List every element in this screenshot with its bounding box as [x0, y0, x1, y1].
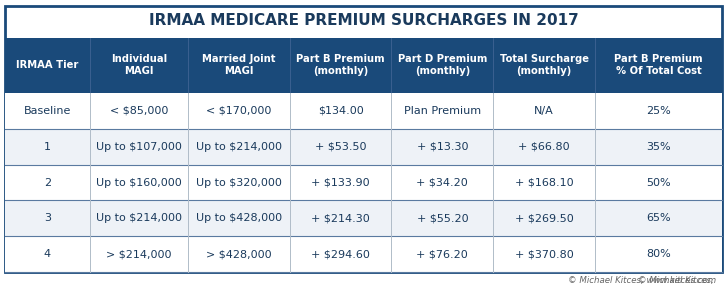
Text: 50%: 50%	[646, 177, 671, 187]
Text: + $34.20: + $34.20	[417, 177, 468, 187]
Text: IRMAA MEDICARE PREMIUM SURCHARGES IN 2017: IRMAA MEDICARE PREMIUM SURCHARGES IN 201…	[148, 13, 579, 28]
Text: Up to $320,000: Up to $320,000	[196, 177, 281, 187]
Text: Up to $214,000: Up to $214,000	[96, 213, 182, 223]
Text: + $294.60: + $294.60	[311, 249, 370, 259]
Bar	[5, 93, 722, 129]
Text: + $269.50: + $269.50	[515, 213, 574, 223]
Text: 65%: 65%	[646, 213, 671, 223]
Text: 80%: 80%	[646, 249, 671, 259]
Text: + $53.50: + $53.50	[315, 142, 366, 152]
Text: Part D Premium
(monthly): Part D Premium (monthly)	[398, 54, 487, 77]
Text: 25%: 25%	[646, 106, 671, 116]
Text: + $13.30: + $13.30	[417, 142, 468, 152]
Text: Up to $160,000: Up to $160,000	[96, 177, 182, 187]
Text: $134.00: $134.00	[318, 106, 364, 116]
Text: + $133.90: + $133.90	[311, 177, 370, 187]
Bar	[5, 38, 722, 93]
Text: Married Joint
MAGI: Married Joint MAGI	[202, 54, 276, 77]
Text: < $85,000: < $85,000	[110, 106, 168, 116]
Text: 35%: 35%	[646, 142, 671, 152]
Text: > $428,000: > $428,000	[206, 249, 272, 259]
Text: + $214.30: + $214.30	[311, 213, 370, 223]
Text: Up to $107,000: Up to $107,000	[96, 142, 182, 152]
Text: + $55.20: + $55.20	[417, 213, 468, 223]
Bar	[5, 200, 722, 236]
Text: Total Surcharge
(monthly): Total Surcharge (monthly)	[499, 54, 589, 77]
Text: Baseline: Baseline	[23, 106, 71, 116]
Text: 4: 4	[44, 249, 51, 259]
Text: IRMAA Tier: IRMAA Tier	[16, 60, 79, 71]
Bar	[5, 236, 722, 272]
Text: Individual
MAGI: Individual MAGI	[111, 54, 166, 77]
Text: + $168.10: + $168.10	[515, 177, 574, 187]
Text: Part B Premium
(monthly): Part B Premium (monthly)	[296, 54, 385, 77]
Text: 2: 2	[44, 177, 51, 187]
Text: Up to $428,000: Up to $428,000	[196, 213, 282, 223]
Text: + $76.20: + $76.20	[417, 249, 468, 259]
Text: 3: 3	[44, 213, 51, 223]
Text: > $214,000: > $214,000	[106, 249, 172, 259]
Text: Part B Premium
% Of Total Cost: Part B Premium % Of Total Cost	[614, 54, 703, 77]
Text: © Michael Kitces, www.kitces.com: © Michael Kitces, www.kitces.com	[568, 276, 716, 285]
Text: Plan Premium: Plan Premium	[403, 106, 481, 116]
Text: < $170,000: < $170,000	[206, 106, 271, 116]
Text: Up to $214,000: Up to $214,000	[196, 142, 282, 152]
Text: + $370.80: + $370.80	[515, 249, 574, 259]
Bar	[5, 129, 722, 165]
Text: N/A: N/A	[534, 106, 554, 116]
Text: + $66.80: + $66.80	[518, 142, 570, 152]
Text: © Michael Kitces,: © Michael Kitces,	[638, 276, 716, 285]
Text: 1: 1	[44, 142, 51, 152]
Bar	[5, 165, 722, 200]
